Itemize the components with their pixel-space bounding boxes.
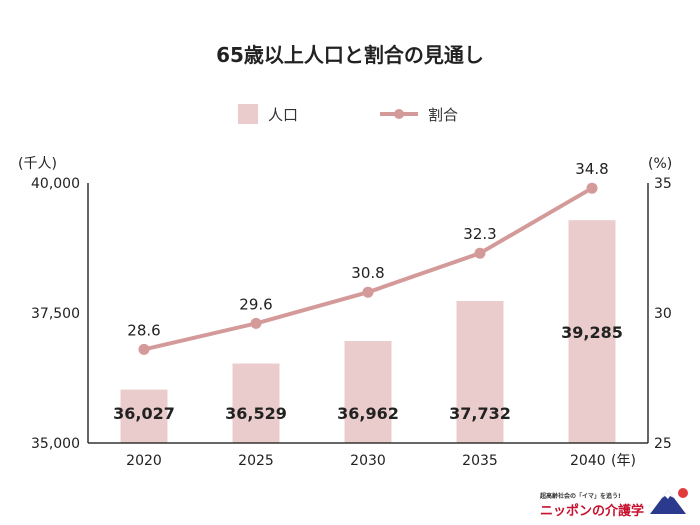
- bar-value-label: 36,962: [337, 404, 399, 423]
- x-tick-label: 2030: [350, 453, 386, 469]
- brand-logo: 超高齢社会の「イマ」を追う! ニッポンの介護学: [539, 488, 688, 519]
- axes: 35,000 37,500 40,000 25 30 35 2020 2025 2030 2035…: [31, 176, 672, 469]
- ratio-point-2035: [474, 247, 486, 259]
- left-tick-label: 35,000: [31, 436, 80, 452]
- line-series: [138, 182, 598, 355]
- mountain-icon: [650, 488, 688, 514]
- right-tick-label: 25: [654, 436, 672, 452]
- left-tick-label: 37,500: [31, 306, 80, 322]
- x-tick-label: 2025: [238, 453, 274, 469]
- ratio-value-label: 28.6: [127, 321, 160, 339]
- bar-2030: [344, 340, 392, 443]
- left-tick-label: 40,000: [31, 176, 80, 192]
- ratio-point-2020: [138, 343, 150, 355]
- legend-bar-swatch: [238, 104, 258, 124]
- ratio-value-label: 30.8: [351, 264, 384, 282]
- bar-value-label: 36,027: [113, 404, 175, 423]
- right-tick-label: 30: [654, 306, 672, 322]
- brand-name: ニッポンの介護学: [540, 503, 644, 519]
- legend-line-marker: [394, 109, 404, 119]
- ratio-point-2040: [586, 182, 598, 194]
- bar-value-label: 37,732: [449, 404, 511, 423]
- bar-value-label: 39,285: [561, 323, 623, 342]
- x-tick-label: 2040: [570, 453, 606, 469]
- legend-line-label: 割合: [428, 106, 458, 124]
- left-axis-unit: (千人): [18, 156, 57, 172]
- data-labels: 36,027 36,529 36,962 37,732 39,285 28.6 29.6 30…: [113, 160, 623, 423]
- chart-title: 65歳以上人口と割合の見通し: [216, 43, 484, 67]
- ratio-point-2025: [250, 317, 262, 329]
- ratio-value-label: 34.8: [575, 160, 608, 178]
- x-axis-unit: (年): [611, 453, 636, 469]
- ratio-value-label: 29.6: [239, 295, 272, 313]
- bar-value-label: 36,529: [225, 404, 287, 423]
- brand-tagline: 超高齢社会の「イマ」を追う!: [539, 492, 621, 500]
- right-tick-label: 35: [654, 176, 672, 192]
- ratio-point-2030: [362, 286, 374, 298]
- legend-bar-label: 人口: [268, 106, 298, 124]
- bar-2035: [456, 300, 504, 443]
- bar-2025: [232, 363, 280, 443]
- x-tick-label: 2020: [126, 453, 162, 469]
- ratio-value-label: 32.3: [463, 225, 496, 243]
- legend: 人口 割合: [238, 104, 458, 124]
- bar-2040: [568, 220, 616, 443]
- right-axis-unit: (%): [648, 156, 672, 172]
- x-tick-label: 2035: [462, 453, 498, 469]
- bar-2020: [120, 389, 168, 443]
- bar-series: [120, 220, 616, 443]
